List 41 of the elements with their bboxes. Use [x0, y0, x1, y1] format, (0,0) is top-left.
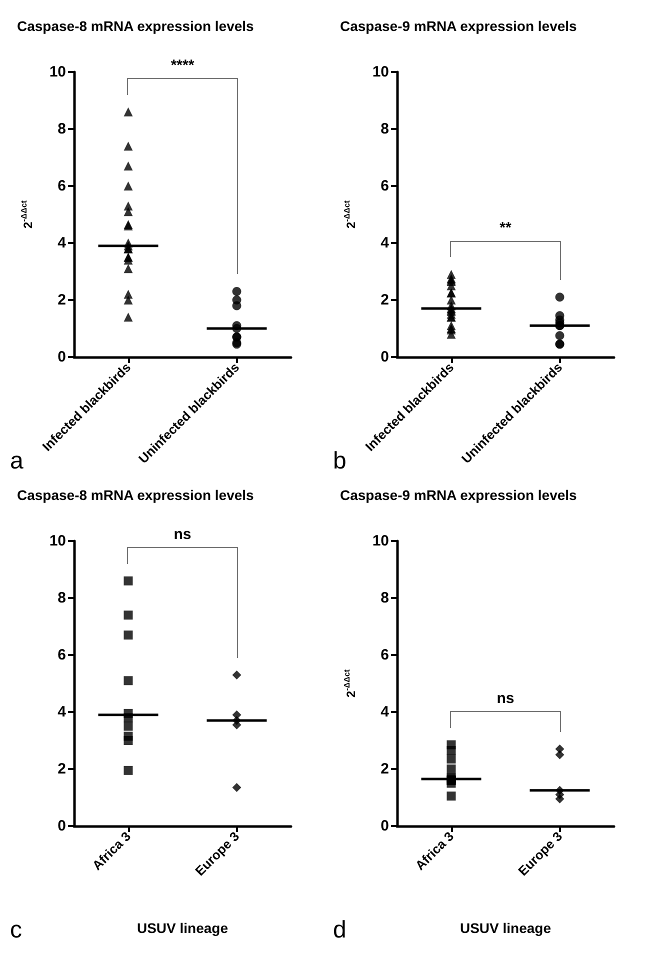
y-tick-label: 2: [380, 760, 389, 778]
x-axis-title: USUV lineage: [460, 920, 552, 936]
y-tick-label: 6: [380, 178, 389, 194]
y-tick-label: 2: [58, 292, 66, 308]
y-tick-label: 6: [58, 646, 66, 664]
y-axis-title: 2-ΔΔct: [342, 669, 358, 698]
y-tick-label: 0: [58, 818, 66, 834]
x-axis-title: USUV lineage: [136, 920, 228, 936]
chart-title: Caspase-8 mRNA expression levels: [17, 18, 254, 34]
text: b: [333, 448, 346, 474]
y-tick-label: 2: [380, 292, 389, 308]
chart-title: Caspase-9 mRNA expression levels: [340, 487, 578, 503]
y-tick-label: 8: [380, 590, 389, 606]
annotation: ****: [170, 57, 194, 74]
chart-title: Caspase-9 mRNA expression levels: [340, 18, 578, 34]
y-tick-label: 8: [380, 120, 389, 138]
annotation: **: [500, 220, 512, 237]
y-tick-label: 10: [49, 64, 66, 80]
text: c: [10, 916, 22, 944]
y-tick-label: 10: [372, 64, 389, 80]
chart-title: Caspase-8 mRNA expression levels: [17, 487, 254, 503]
y-tick-label: 0: [380, 348, 389, 366]
y-tick-label: 6: [380, 646, 389, 664]
y-tick-label: 2: [58, 760, 66, 778]
y-tick-label: 4: [380, 704, 390, 720]
y-tick-label: 0: [58, 348, 66, 366]
y-tick-label: 6: [58, 178, 66, 194]
y-tick-label: 4: [380, 234, 390, 252]
y-tick-label: 10: [49, 532, 66, 550]
y-tick-label: 4: [58, 704, 67, 720]
y-axis-title: 2-ΔΔct: [342, 200, 358, 228]
y-tick-label: 0: [380, 818, 389, 834]
y-tick-label: 10: [372, 532, 389, 550]
y-tick-label: 4: [58, 234, 67, 252]
text: a: [10, 448, 24, 474]
annotation: ns: [174, 526, 192, 544]
y-tick-label: 8: [58, 120, 66, 138]
text: d: [333, 916, 346, 944]
annotation: ns: [496, 690, 514, 707]
y-axis-title: 2-ΔΔct: [20, 200, 35, 228]
y-tick-label: 8: [58, 590, 66, 606]
